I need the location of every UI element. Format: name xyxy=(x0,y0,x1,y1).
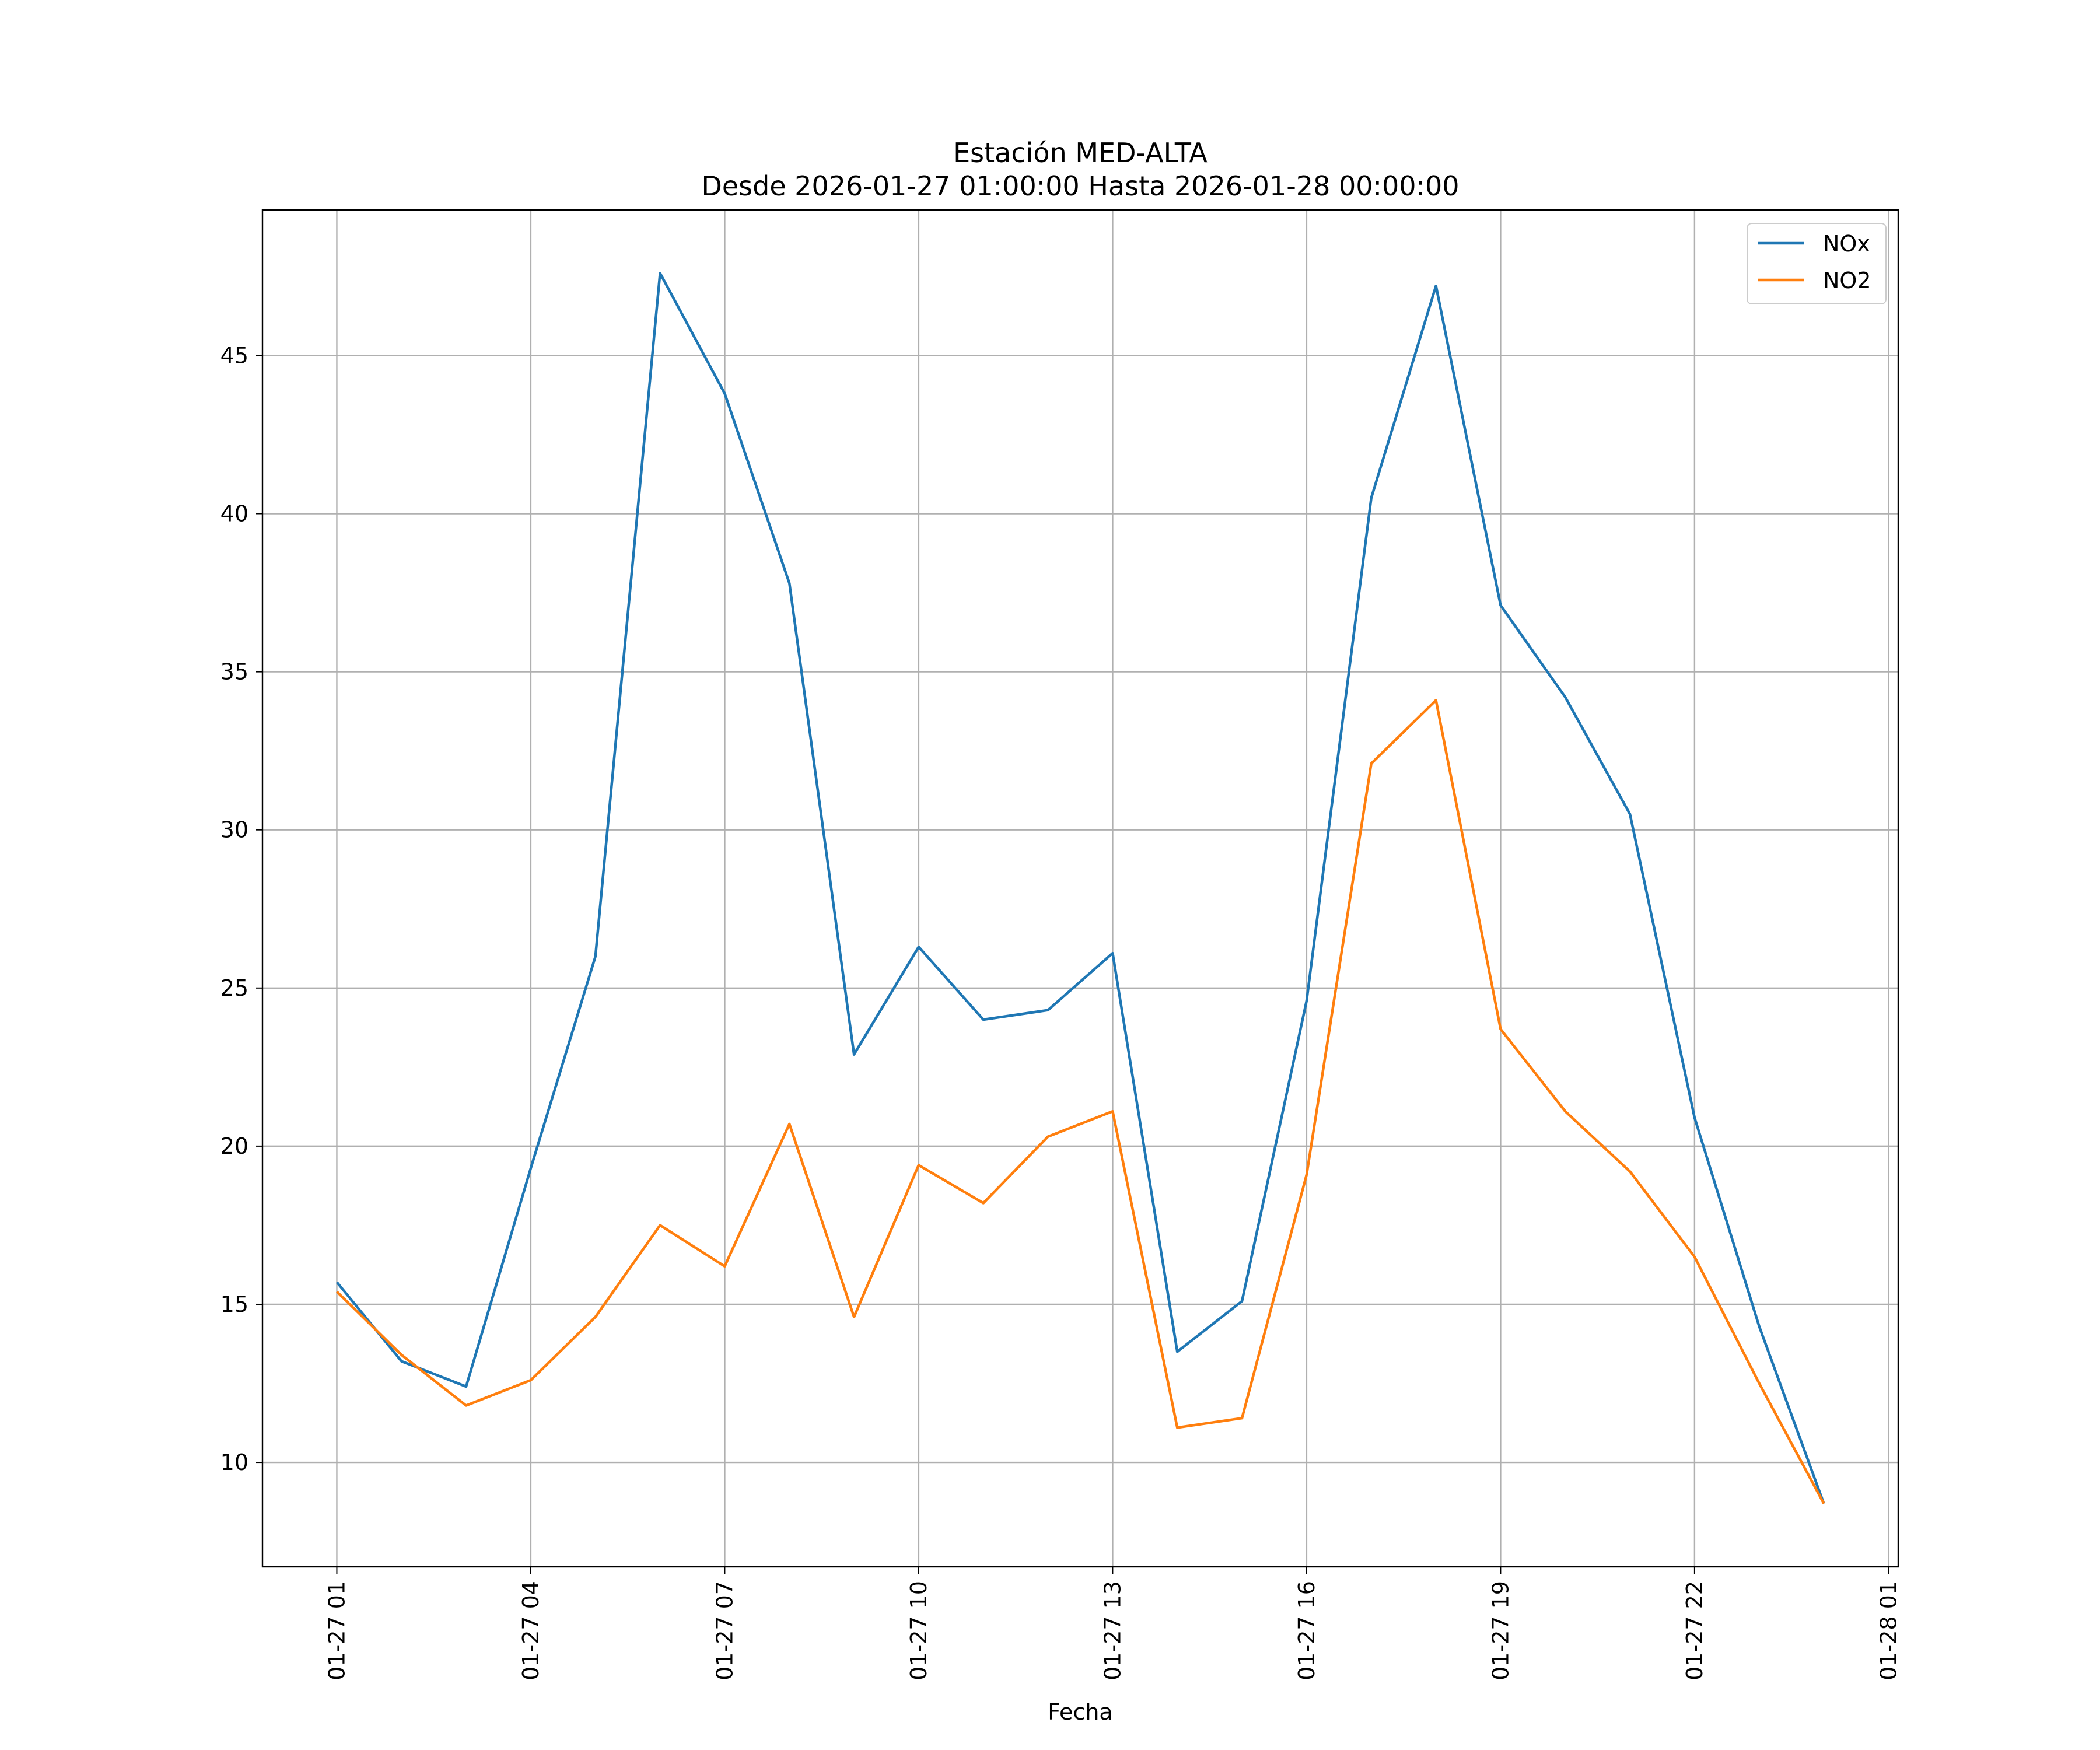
y-tick-label: 45 xyxy=(220,342,249,368)
legend: NOx NO2 xyxy=(1746,223,1887,304)
x-tick-label: 01-27 04 xyxy=(518,1581,544,1681)
y-tick-label: 30 xyxy=(220,817,249,843)
y-tick-label: 40 xyxy=(220,501,249,527)
y-tick-label: 10 xyxy=(220,1450,249,1475)
plot-area xyxy=(262,210,1898,1567)
y-tick-label: 35 xyxy=(220,659,249,685)
x-tick-label: 01-27 22 xyxy=(1682,1581,1707,1681)
x-tick-label: 01-27 10 xyxy=(906,1581,932,1681)
y-tick-label: 25 xyxy=(220,975,249,1001)
x-axis-label: Fecha xyxy=(1048,1699,1112,1725)
x-tick-label: 01-27 13 xyxy=(1100,1581,1125,1681)
x-tick-label: 01-27 01 xyxy=(324,1581,349,1681)
x-axis-ticks: 01-27 01 01-27 04 01-27 07 01-27 10 01-27 13… xyxy=(324,1567,1901,1681)
y-axis-ticks: 10 15 20 25 30 35 40 45 xyxy=(220,342,262,1475)
x-tick-label: 01-27 16 xyxy=(1294,1581,1320,1681)
x-tick-label: 01-27 07 xyxy=(712,1581,737,1681)
x-tick-label: 01-27 19 xyxy=(1488,1581,1513,1681)
y-tick-label: 15 xyxy=(220,1292,249,1317)
series-line-no2 xyxy=(335,699,1825,1504)
series-line-nox xyxy=(335,272,1825,1504)
series-layer xyxy=(335,272,1825,1504)
plot-frame xyxy=(261,209,1899,1568)
y-gridlines xyxy=(262,355,1898,1464)
chart-title: Estación MED-ALTA xyxy=(953,137,1208,169)
x-tick-label: 01-28 01 xyxy=(1875,1581,1901,1681)
legend-label-no2: NO2 xyxy=(1823,268,1871,293)
y-tick-label: 20 xyxy=(220,1133,249,1159)
chart-subtitle: Desde 2026-01-27 01:00:00 Hasta 2026-01-… xyxy=(701,170,1459,202)
legend-label-nox: NOx xyxy=(1823,231,1870,257)
x-gridlines xyxy=(336,210,1889,1567)
